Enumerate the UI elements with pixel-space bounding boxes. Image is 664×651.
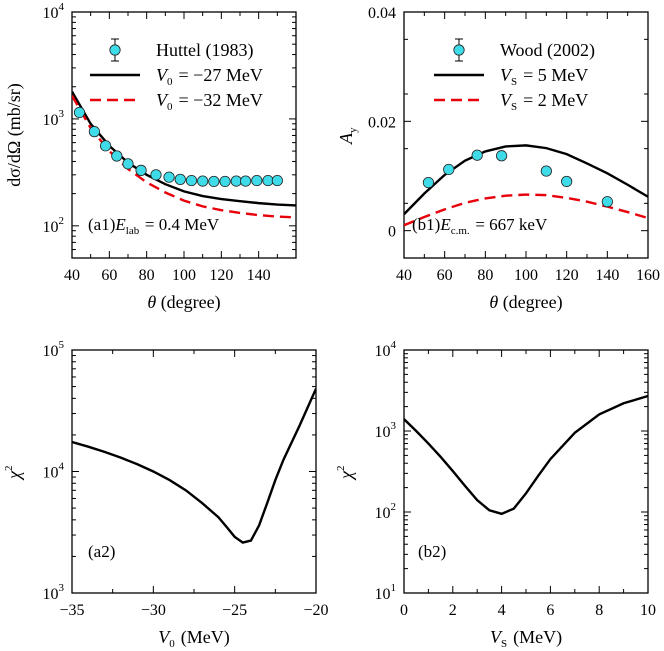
x-tick-label: 80 [477, 267, 493, 284]
x-tick-label: 160 [636, 267, 660, 284]
y-tick-label: 101 [375, 582, 397, 603]
y-tick-label: 0.02 [368, 114, 396, 131]
data-point [88, 126, 101, 138]
legend-label: Wood (2002) [500, 40, 595, 61]
x-tick-label: 8 [595, 602, 603, 619]
data-point [197, 175, 209, 187]
x-tick-label: 60 [437, 267, 453, 284]
data-point [135, 164, 147, 176]
legend-label: V0 = −27 MeV [156, 65, 263, 88]
data-point [601, 196, 613, 208]
panel-annotation: (b2) [418, 542, 446, 561]
data-point [73, 106, 86, 119]
y-tick-label: 0.04 [368, 5, 396, 22]
y-axis-label: Ay [336, 126, 359, 145]
data-point [208, 175, 220, 188]
data-point [230, 175, 242, 187]
data-point [150, 169, 162, 181]
x-axis-label: θ (degree) [147, 292, 220, 313]
y-axis-label: dσ/dΩ (mb/sr) [4, 83, 25, 187]
data-point [240, 175, 252, 187]
panel-annotation: (b1)Ec.m. = 667 keV [412, 215, 548, 237]
x-tick-label: 6 [546, 602, 554, 619]
legend-marker [453, 44, 465, 56]
data-point [471, 149, 483, 161]
data-point [100, 140, 112, 152]
legend-marker [109, 44, 121, 56]
y-tick-label: 103 [375, 420, 397, 441]
x-tick-label: −25 [222, 602, 247, 619]
series-line-solid [72, 388, 316, 544]
y-tick-label: 104 [375, 339, 397, 360]
x-tick-label: 100 [172, 267, 196, 284]
legend-label: VS = 2 MeV [500, 90, 588, 113]
panel-a2: −35 −30 −25 −20 103 104 105 V0 (MeV) χ2 (a2) [3, 339, 329, 650]
x-tick-label: 140 [595, 267, 619, 284]
y-tick-label: 0 [388, 224, 396, 241]
series-line-solid [404, 394, 648, 516]
data-point [185, 174, 198, 187]
legend-label: VS = 5 MeV [500, 65, 588, 88]
y-tick-label: 102 [43, 215, 65, 236]
y-tick-label: 102 [375, 501, 397, 522]
panel-a1: 40 60 80 100 120 140 102 103 104 θ (degree) dσ/dΩ … [4, 1, 297, 313]
legend-label: Huttel (1983) [156, 40, 253, 61]
x-axis-label: VS (MeV) [490, 627, 562, 650]
x-tick-label: 10 [640, 602, 656, 619]
data-point [122, 158, 134, 170]
data-point [174, 173, 186, 185]
x-tick-label: −20 [303, 602, 328, 619]
data-point [495, 150, 508, 162]
data-point [111, 150, 123, 162]
data-point [219, 175, 231, 188]
x-tick-label: 80 [139, 267, 155, 284]
y-tick-label: 104 [43, 461, 65, 482]
x-tick-label: 120 [209, 267, 233, 284]
x-tick-label: 2 [449, 602, 457, 619]
data-point [540, 165, 552, 177]
x-tick-label: 140 [247, 267, 271, 284]
series-line-dashed [72, 95, 296, 219]
panel-b2: 0 2 4 6 8 10 101 102 103 104 VS (MeV) χ2 (b2) [335, 339, 656, 650]
x-tick-label: 100 [514, 267, 538, 284]
data-point [251, 174, 263, 187]
y-axis-label: χ2 [335, 464, 356, 481]
panel-annotation: (a1)Elab = 0.4 MeV [88, 215, 220, 237]
data-point [262, 174, 274, 187]
x-tick-label: 0 [400, 602, 408, 619]
panel-annotation: (a2) [88, 542, 115, 561]
x-axis-label: θ (degree) [489, 292, 562, 313]
y-tick-label: 104 [43, 1, 65, 22]
x-axis-label: V0 (MeV) [158, 627, 230, 650]
x-tick-label: 4 [498, 602, 506, 619]
y-axis-label: χ2 [3, 464, 24, 481]
data-point [422, 176, 434, 189]
y-tick-label: 103 [43, 108, 65, 129]
x-tick-label: 120 [555, 267, 579, 284]
legend-label: V0 = −32 MeV [156, 90, 263, 113]
x-tick-label: 40 [64, 267, 80, 284]
data-point [163, 171, 175, 183]
x-tick-label: −30 [141, 602, 166, 619]
y-tick-label: 103 [43, 582, 65, 603]
data-point [271, 174, 283, 187]
data-point [561, 175, 573, 188]
x-tick-label: −35 [59, 602, 84, 619]
series-line-solid [404, 144, 648, 216]
data-point [443, 163, 455, 176]
y-tick-label: 105 [43, 339, 65, 360]
x-tick-label: 60 [101, 267, 117, 284]
x-tick-label: 40 [396, 267, 412, 284]
